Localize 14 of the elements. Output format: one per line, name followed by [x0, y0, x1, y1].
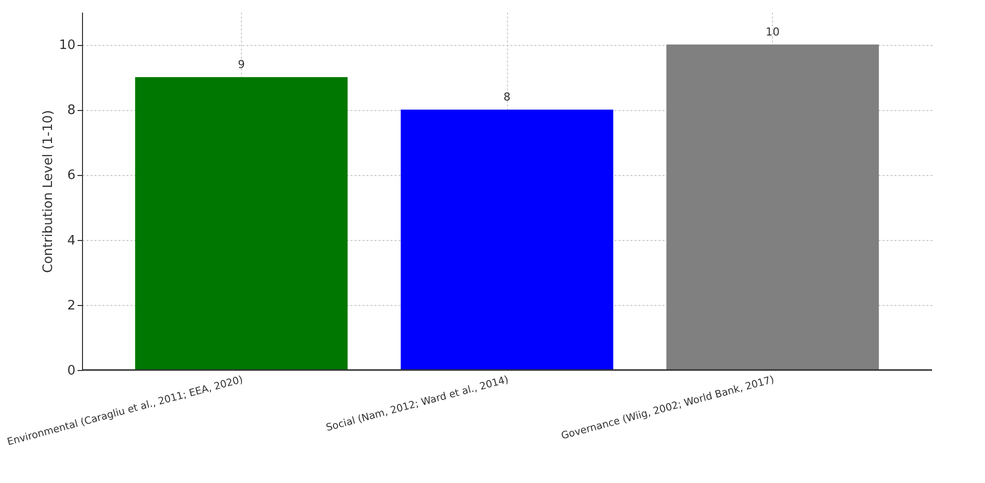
data-label: 10 — [766, 26, 780, 39]
y-tick-label: 0 — [67, 364, 76, 378]
y-tick-label: 2 — [67, 298, 76, 314]
y-axis-title: Contribution Level (1-10) — [40, 110, 56, 273]
x-tick-label: Social (Nam, 2012; Ward et al., 2014) — [325, 374, 510, 434]
bar — [135, 77, 348, 370]
y-tick-label: 6 — [67, 168, 76, 184]
bar — [400, 110, 614, 370]
bar — [666, 44, 879, 370]
data-label: 9 — [238, 58, 245, 72]
y-tick-label: 4 — [67, 233, 76, 248]
y-tick-label: 8 — [67, 103, 76, 118]
data-label: 8 — [504, 90, 510, 104]
y-tick-label: 10 — [58, 38, 76, 54]
